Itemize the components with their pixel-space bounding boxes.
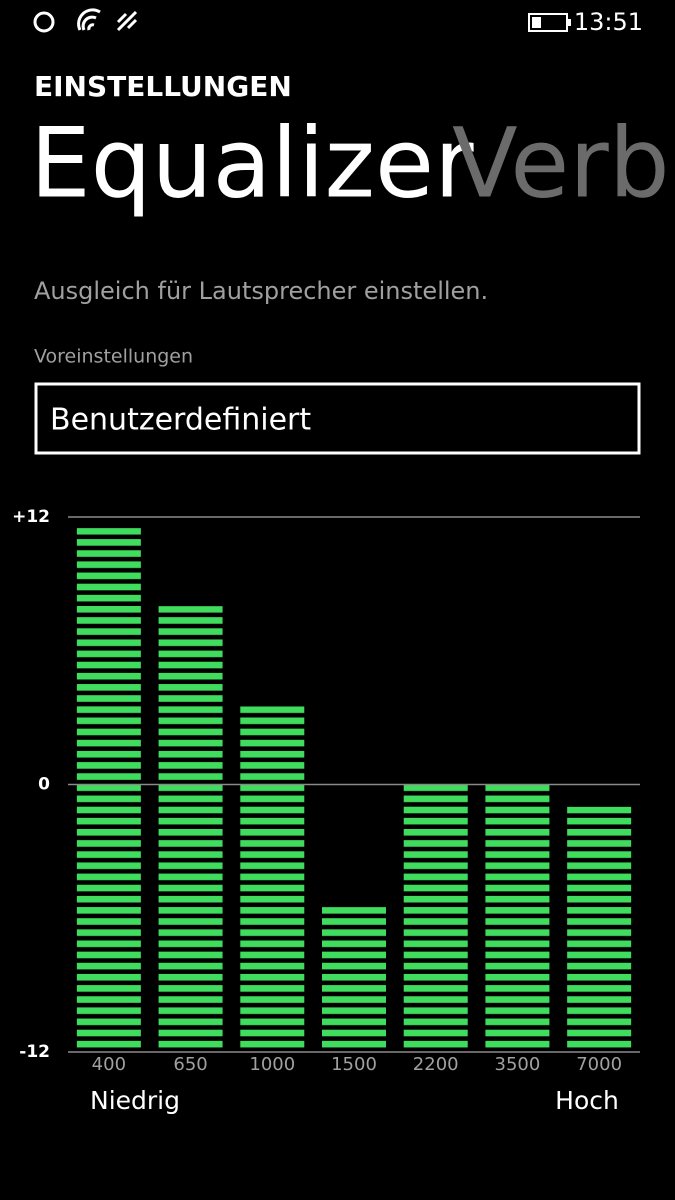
x-tick-label: 1500 [331,1054,377,1075]
battery-icon [528,13,571,32]
annotation: Niedrig [90,1086,180,1115]
pivot-title[interactable]: Equalizer [30,107,474,219]
x-tick-label: 1000 [249,1054,295,1075]
y-tick-label: 0 [38,775,50,795]
preset-value[interactable]: Benutzerdefiniert [50,403,311,438]
x-tick-label: 400 [92,1054,126,1075]
x-tick-label: 2200 [413,1054,459,1075]
status-icons [33,8,138,33]
eq-bar [158,606,223,1052]
x-tick-label: 650 [173,1054,207,1075]
preset-box[interactable] [34,382,641,455]
y-tick-label: -12 [19,1042,50,1062]
description: Ausgleich für Lautsprecher einstellen. [34,277,488,305]
eq-bar [567,806,632,1052]
annotation: Hoch [555,1086,619,1115]
eq-bar [322,907,386,1052]
eq-bar [76,528,141,1052]
eq-bar [240,706,305,1052]
preset-label: Voreinstellungen [34,346,193,368]
x-tick-label: 3500 [495,1054,541,1075]
pivot-next-title[interactable]: Verbe [452,107,675,219]
section-title: EINSTELLUNGEN [34,70,292,103]
eq-bar [403,784,468,1052]
clock: 13:51 [574,8,643,36]
equalizer-chart: 400 650 1000 1500 2200 3500 7000 +12 0 -12 Niedrig… [12,507,640,1115]
y-tick-label: +12 [12,507,50,527]
x-tick-label: 7000 [576,1054,622,1075]
eq-bar [485,784,550,1052]
